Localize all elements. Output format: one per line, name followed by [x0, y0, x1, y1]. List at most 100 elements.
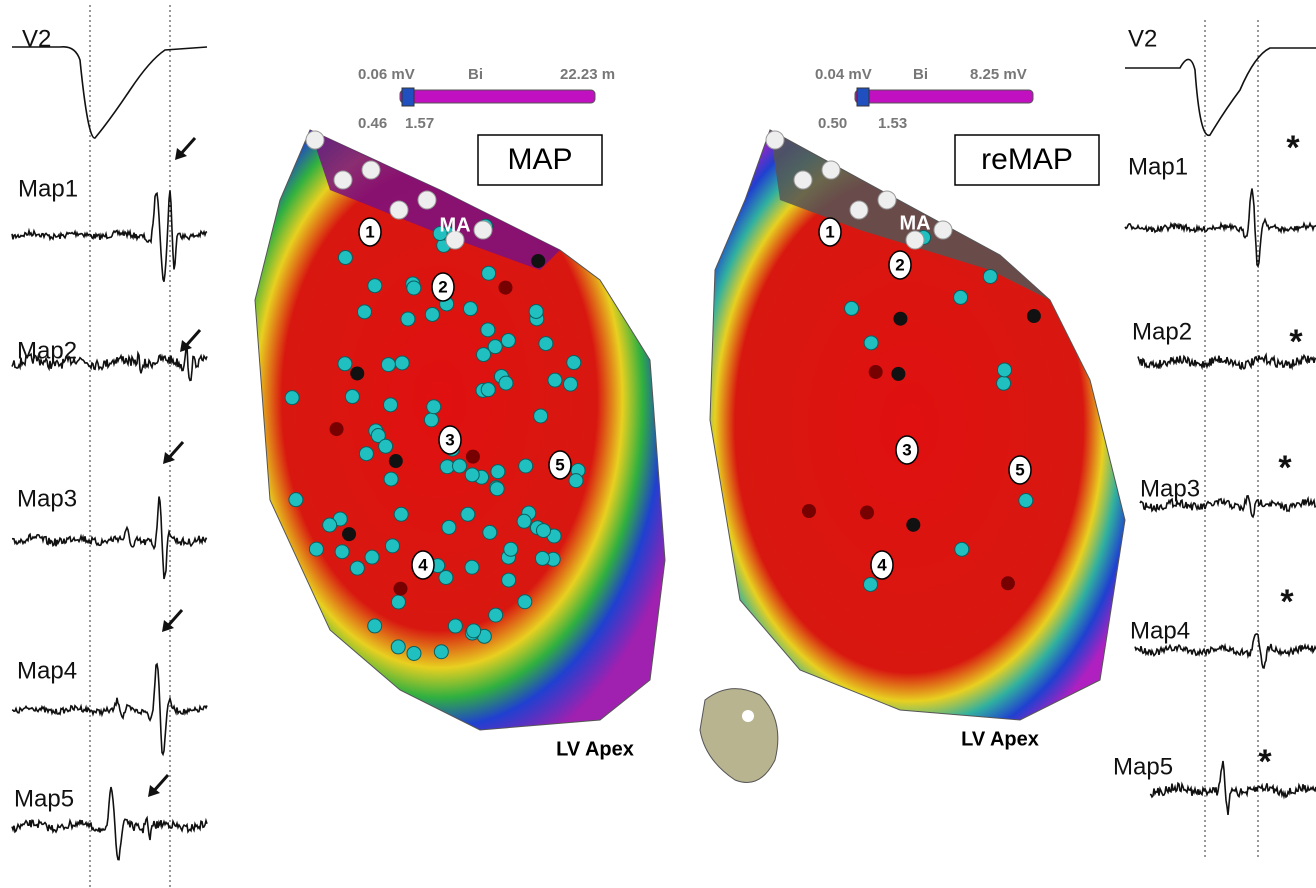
site-label: 4: [877, 555, 887, 574]
apex-label: LV Apex: [961, 728, 1039, 750]
trace-label: Map5: [14, 785, 74, 812]
ablation-point: [323, 518, 337, 532]
valve-marker: [766, 131, 784, 149]
site-label: 5: [1015, 460, 1024, 479]
electrogram: [12, 47, 207, 138]
trace-label: Map1: [1128, 153, 1188, 180]
marker: *: [1278, 449, 1292, 487]
ablation-point-dark: [498, 281, 512, 295]
trace-label: Map3: [17, 485, 77, 512]
ablation-point-dark: [869, 365, 883, 379]
landmark: MA: [899, 212, 930, 234]
electrogram: [12, 190, 207, 281]
ablation-point: [483, 525, 497, 539]
ablation-point: [997, 363, 1011, 377]
scale-marker: [857, 88, 869, 106]
ablation-point: [368, 279, 382, 293]
ablation-point: [863, 577, 877, 591]
ablation-point-dark: [802, 504, 816, 518]
valve-marker: [822, 161, 840, 179]
valve-marker: [794, 171, 812, 189]
ablation-point: [289, 493, 303, 507]
ablation-point: [384, 398, 398, 412]
ablation-point: [368, 619, 382, 633]
ablation-point: [394, 507, 408, 521]
site-label: 5: [555, 455, 564, 474]
scale-marker: [402, 88, 414, 106]
ablation-point: [424, 413, 438, 427]
site-label: 1: [825, 222, 834, 241]
ablation-point: [467, 624, 481, 638]
ablation-point-dark: [394, 582, 408, 596]
valve-marker: [418, 191, 436, 209]
ablation-point-dark: [1027, 309, 1041, 323]
ablation-point-dark: [389, 454, 403, 468]
scale-low: 0.46: [358, 115, 387, 132]
ablation-point: [381, 358, 395, 372]
valve-marker: [934, 221, 952, 239]
map-title: MAP: [507, 143, 572, 176]
valve-marker: [850, 201, 868, 219]
ablation-point: [407, 646, 421, 660]
ablation-point: [491, 465, 505, 479]
ablation-point: [395, 356, 409, 370]
ablation-point: [309, 542, 323, 556]
scale-max: 22.23 m: [560, 66, 615, 83]
scale-bar: [855, 90, 1033, 103]
electrogram: [1125, 189, 1316, 267]
valve-marker: [306, 131, 324, 149]
ablation-point: [379, 439, 393, 453]
ablation-point: [465, 468, 479, 482]
electrogram: [1150, 761, 1316, 815]
scale-max: 8.25 mV: [970, 66, 1027, 83]
ablation-point: [384, 472, 398, 486]
trace-label: Map3: [1140, 475, 1200, 502]
ablation-point: [955, 542, 969, 556]
trace-label: Map4: [1130, 617, 1190, 644]
ablation-point: [954, 290, 968, 304]
ablation-point: [465, 560, 479, 574]
site-label: 4: [418, 555, 428, 574]
ablation-point: [481, 323, 495, 337]
ablation-point: [539, 337, 553, 351]
ablation-point-dark: [906, 518, 920, 532]
scale-min: 0.06 mV: [358, 66, 415, 83]
ablation-point: [391, 595, 405, 609]
ablation-point: [983, 269, 997, 283]
ablation-point: [338, 251, 352, 265]
heart-icon: [700, 689, 778, 783]
scale-mode: Bi: [913, 66, 928, 83]
valve-marker: [334, 171, 352, 189]
site-label: 2: [438, 277, 447, 296]
site-label: 3: [902, 440, 911, 459]
scale-high: 1.53: [878, 115, 907, 132]
ablation-point: [536, 524, 550, 538]
ablation-point-dark: [466, 450, 480, 464]
scale-min: 0.04 mV: [815, 66, 872, 83]
ablation-point: [463, 302, 477, 316]
ablation-point: [489, 608, 503, 622]
ablation-point: [517, 514, 531, 528]
ablation-point: [434, 645, 448, 659]
ablation-point: [997, 376, 1011, 390]
ablation-point: [567, 356, 581, 370]
ablation-point: [453, 459, 467, 473]
ablation-point: [335, 545, 349, 559]
ablation-point: [519, 459, 533, 473]
ablation-point: [564, 377, 578, 391]
ablation-point: [845, 301, 859, 315]
trace-label: Map1: [18, 175, 78, 202]
trace-label: Map5: [1113, 753, 1173, 780]
trace-label: Map4: [17, 657, 77, 684]
map-title: reMAP: [981, 143, 1073, 176]
ablation-point: [350, 561, 364, 575]
trace-label: V2: [22, 25, 51, 52]
ablation-point: [535, 551, 549, 565]
site-label: 3: [445, 430, 454, 449]
marker: *: [1258, 743, 1272, 781]
ablation-point: [285, 391, 299, 405]
ablation-point: [401, 312, 415, 326]
ablation-point: [448, 619, 462, 633]
ablation-point: [476, 348, 490, 362]
scale-bar: [400, 90, 595, 103]
